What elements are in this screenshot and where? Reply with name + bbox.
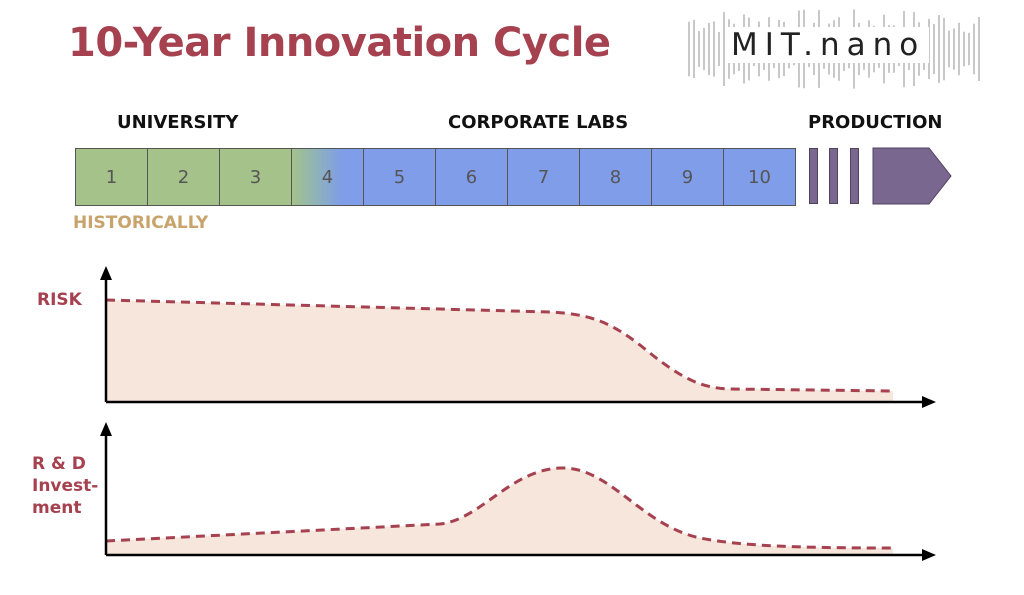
historically-label: HISTORICALLY xyxy=(73,213,209,233)
risk-curve xyxy=(105,298,894,393)
production-stripe-3 xyxy=(850,148,859,204)
page-title: 10-Year Innovation Cycle xyxy=(68,20,611,66)
risk-x-arrow xyxy=(922,396,936,408)
year-cell-9: 9 xyxy=(651,148,724,206)
year-cell-3: 3 xyxy=(219,148,292,206)
year-cell-10: 10 xyxy=(723,148,796,206)
rd-axis-label-line1: R & D xyxy=(32,454,86,474)
rd-y-arrow xyxy=(100,422,112,436)
rd-axis-label-line3: ment xyxy=(32,498,82,518)
year-cell-6: 6 xyxy=(435,148,508,206)
rd-x-arrow xyxy=(922,549,936,561)
phase-corporate-labs: CORPORATE LABS xyxy=(448,112,629,133)
year-cell-4: 4 xyxy=(291,148,364,206)
risk-y-arrow xyxy=(100,266,112,280)
year-cell-8: 8 xyxy=(579,148,652,206)
phase-production: PRODUCTION xyxy=(808,112,943,133)
risk-area xyxy=(106,300,893,402)
timeline: 1 2 3 4 5 6 7 8 9 10 xyxy=(75,148,796,206)
rd-curve xyxy=(105,466,894,550)
logo-text: MIT.nano xyxy=(727,27,930,63)
rd-axis-label-line2: Invest- xyxy=(32,476,99,496)
risk-axis-label: RISK xyxy=(37,290,82,310)
year-cell-2: 2 xyxy=(147,148,220,206)
rd-area xyxy=(106,467,893,555)
mit-nano-logo: MIT.nano xyxy=(685,5,985,93)
production-stripe-1 xyxy=(809,148,818,204)
year-cell-1: 1 xyxy=(75,148,148,206)
phase-university: UNIVERSITY xyxy=(117,112,239,133)
production-stripe-2 xyxy=(829,148,838,204)
year-cell-5: 5 xyxy=(363,148,436,206)
